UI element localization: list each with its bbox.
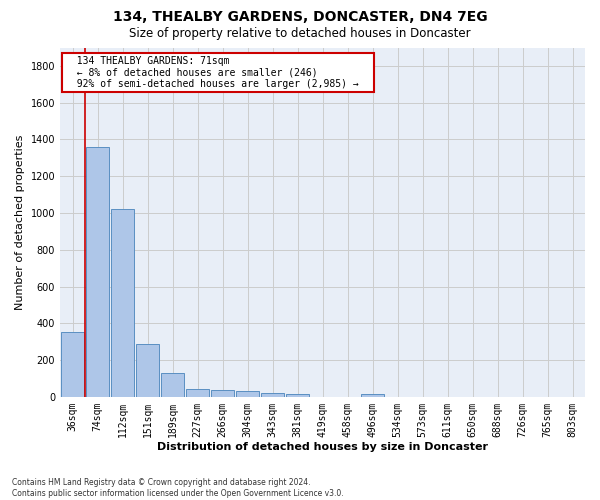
- Bar: [286, 394, 310, 397]
- Text: 134, THEALBY GARDENS, DONCASTER, DN4 7EG: 134, THEALBY GARDENS, DONCASTER, DN4 7EG: [113, 10, 487, 24]
- Text: 134 THEALBY GARDENS: 71sqm  
  ← 8% of detached houses are smaller (246)  
  92%: 134 THEALBY GARDENS: 71sqm ← 8% of detac…: [65, 56, 371, 90]
- Text: Contains HM Land Registry data © Crown copyright and database right 2024.
Contai: Contains HM Land Registry data © Crown c…: [12, 478, 344, 498]
- Bar: [136, 344, 160, 397]
- Y-axis label: Number of detached properties: Number of detached properties: [15, 134, 25, 310]
- Bar: [185, 389, 209, 397]
- Text: Size of property relative to detached houses in Doncaster: Size of property relative to detached ho…: [129, 28, 471, 40]
- Bar: [61, 332, 85, 397]
- Bar: [260, 393, 284, 397]
- Bar: [361, 394, 385, 397]
- Bar: [236, 392, 259, 397]
- Bar: [86, 147, 109, 397]
- Bar: [211, 390, 235, 397]
- Bar: [110, 210, 134, 397]
- X-axis label: Distribution of detached houses by size in Doncaster: Distribution of detached houses by size …: [157, 442, 488, 452]
- Bar: [161, 374, 184, 397]
